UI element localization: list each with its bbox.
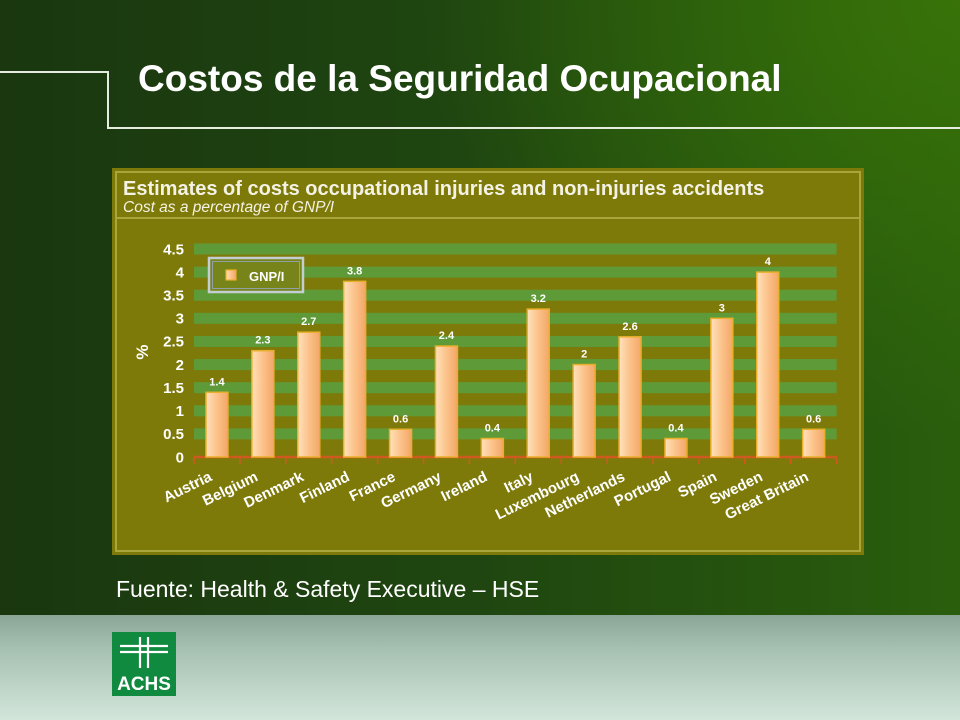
logo-background [112, 632, 176, 696]
slide-title: Costos de la Seguridad Ocupacional [138, 58, 782, 99]
bar-italy [526, 308, 550, 458]
y-tick-label: 2 [176, 357, 184, 374]
value-label-netherlands: 2.6 [622, 321, 637, 333]
grid-bands [194, 243, 837, 440]
title-divider-line-left [0, 71, 108, 73]
value-label-france: 0.6 [393, 413, 408, 425]
y-tick-label: 4 [176, 264, 185, 281]
y-axis-label: % [133, 344, 152, 359]
source-note: Fuente: Health & Safety Executive – HSE [116, 576, 540, 602]
value-label-austria: 1.4 [209, 376, 225, 388]
legend-box-inner-border [212, 261, 300, 289]
y-tick-label: 1 [176, 403, 184, 420]
y-tick-label: 4.5 [163, 241, 184, 258]
bar-germany [434, 345, 459, 458]
y-tick-label: 0.5 [163, 426, 184, 443]
grid-band [194, 382, 837, 394]
legend-swatch [225, 269, 237, 281]
bar-denmark [297, 331, 321, 458]
x-axis [193, 455, 838, 464]
logo-cross-icon [120, 637, 168, 668]
value-label-great-britain: 0.6 [806, 413, 821, 425]
grid-band [194, 335, 837, 347]
grid-band [194, 312, 837, 324]
bar-sweden [756, 271, 780, 458]
value-label-italy: 3.2 [531, 293, 546, 305]
chart-frame [115, 171, 861, 552]
bar-france [388, 428, 413, 458]
y-tick-label: 1.5 [163, 380, 184, 397]
chart-title: Estimates of costs occupational injuries… [123, 178, 764, 200]
x-tick-label-ireland: Ireland [438, 468, 490, 505]
bar-belgium [251, 349, 275, 458]
y-tick-label: 3 [176, 311, 184, 328]
grid-band [194, 359, 837, 371]
bars [205, 271, 826, 458]
bar-chart: Estimates of costs occupational injuries… [115, 171, 861, 552]
x-tick-label-finland: Finland [297, 468, 352, 507]
logo-emblem-icon: ACHS [112, 632, 176, 696]
bar-finland [342, 280, 367, 458]
value-label-sweden: 4 [765, 256, 772, 268]
value-label-spain: 3 [719, 302, 725, 314]
grid-band [194, 428, 837, 440]
bar-great-britain [801, 428, 826, 458]
y-tick-label: 2.5 [163, 334, 184, 351]
value-label-belgium: 2.3 [255, 335, 270, 347]
grid-band [194, 243, 837, 255]
logo-text: ACHS [117, 674, 171, 695]
x-axis-tick-labels: AustriaBelgiumDenmarkFinlandFranceGerman… [161, 468, 812, 523]
legend: GNP/I [207, 256, 305, 294]
title-divider-line-right [107, 127, 960, 129]
bar-netherlands [618, 336, 642, 458]
data-labels: 1.4 2.3 2.7 3.8 0.6 2.4 0.4 3.2 2 2.6 0.4 3 4 0.6 [209, 256, 821, 434]
value-label-luxembourg: 2 [581, 349, 587, 361]
bar-luxembourg [572, 363, 596, 458]
grid-band [194, 266, 837, 278]
bar-austria [205, 391, 229, 458]
value-label-denmark: 2.7 [301, 316, 316, 328]
value-label-finland: 3.8 [347, 265, 362, 277]
title-divider-line-step [107, 71, 109, 129]
bar-spain [710, 317, 734, 458]
y-tick-label: 3.5 [163, 287, 184, 304]
legend-label: GNP/I [249, 269, 284, 284]
achs-logo: ACHS [112, 632, 176, 696]
value-label-ireland: 0.4 [485, 423, 501, 435]
value-label-portugal: 0.4 [668, 423, 684, 435]
chart-panel: Estimates of costs occupational injuries… [112, 168, 864, 555]
value-label-germany: 2.4 [439, 330, 455, 342]
bar-portugal [664, 437, 688, 458]
legend-box [207, 256, 305, 294]
y-axis-tick-labels: 0 0.5 1 1.5 2 2.5 3 3.5 4 4.5 [163, 241, 185, 466]
y-tick-label: 0 [176, 449, 184, 466]
chart-subtitle: Cost as a percentage of GNP/I [123, 199, 335, 216]
bar-ireland [480, 437, 505, 458]
grid-band [194, 289, 837, 301]
grid-band [194, 405, 837, 417]
